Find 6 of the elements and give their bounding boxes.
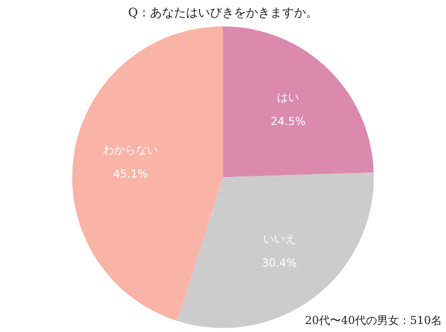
text: 20代〜40代の男女：510名 bbox=[305, 313, 442, 328]
chart-title: Q：あなたはいびきをかきますか。 bbox=[128, 5, 318, 20]
data-label: 24.5% bbox=[270, 114, 306, 128]
data-label: 45.1% bbox=[113, 168, 148, 181]
slice-label: わからない bbox=[103, 144, 158, 157]
slice-label: はい bbox=[277, 90, 300, 104]
